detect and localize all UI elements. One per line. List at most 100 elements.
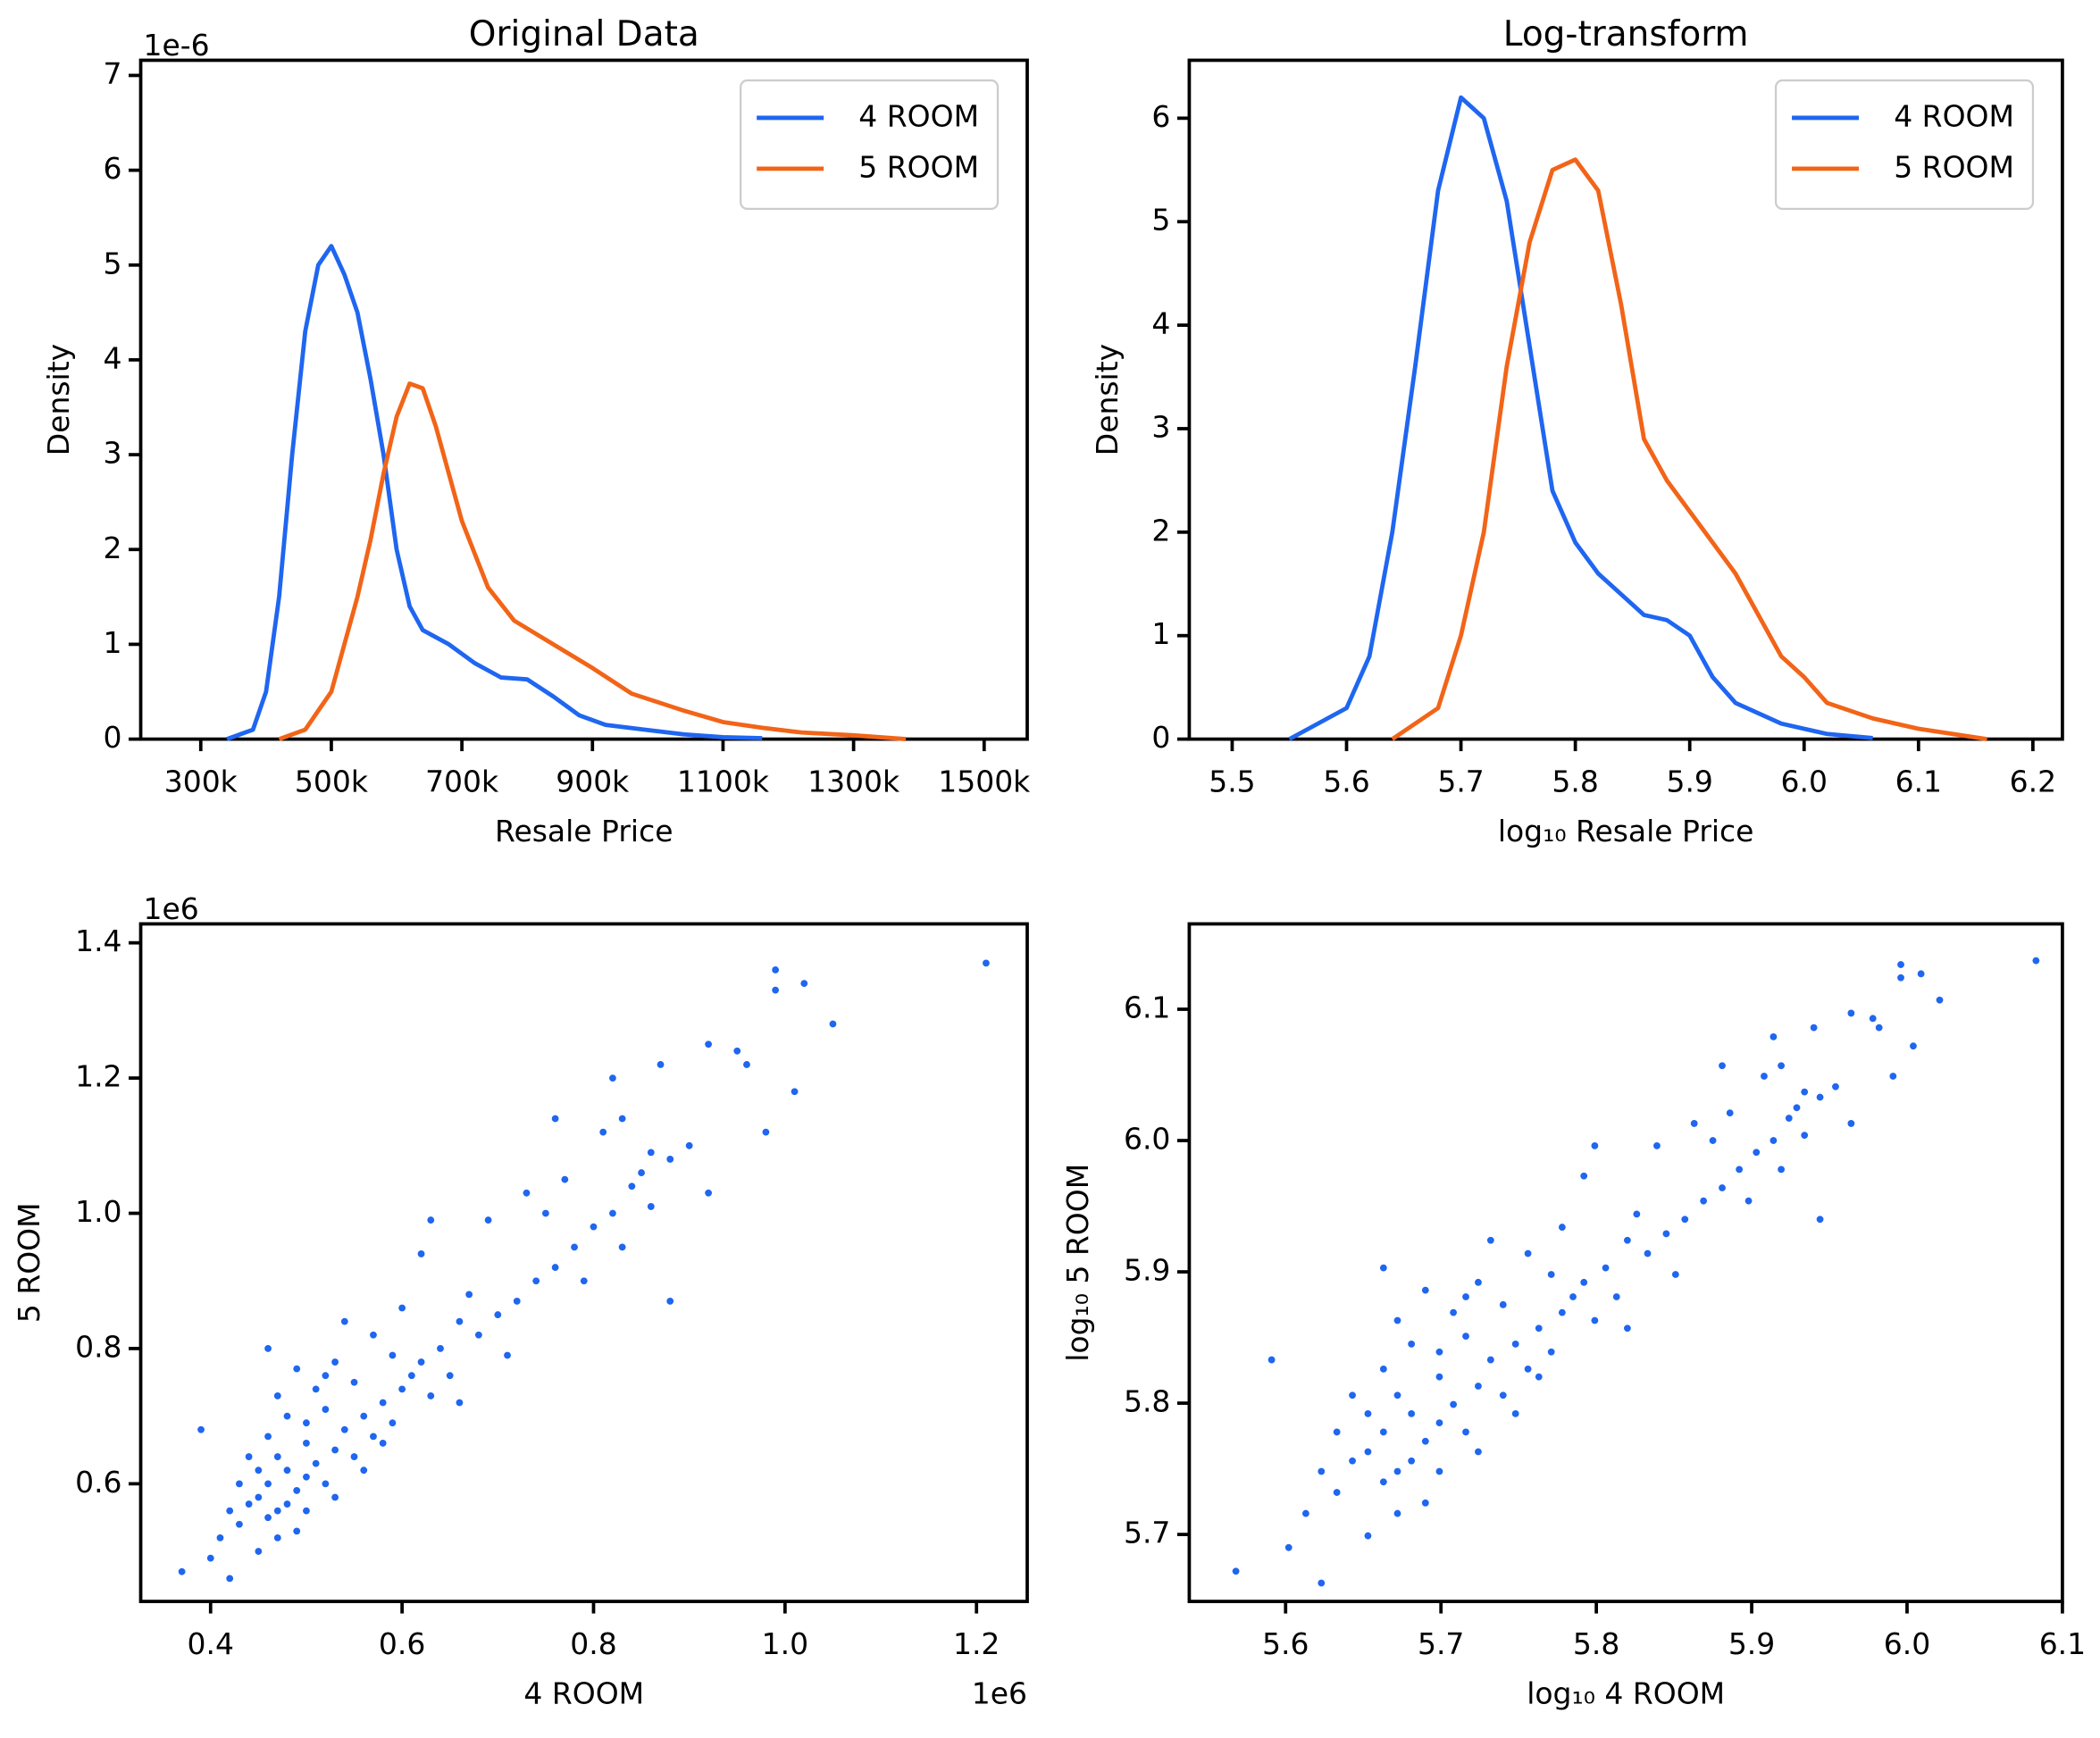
scatter-point	[762, 1128, 770, 1136]
legend-label: 4 ROOM	[1894, 98, 2014, 133]
scatter-point	[370, 1331, 377, 1339]
scatter-point	[1524, 1365, 1532, 1373]
scatter-point	[1435, 1467, 1443, 1475]
scatter-point	[1462, 1293, 1469, 1300]
scatter-point	[1633, 1210, 1641, 1218]
scatter-point	[1719, 1184, 1726, 1191]
scatter-point	[1486, 1356, 1494, 1364]
y-tick-label: 5.8	[1124, 1384, 1170, 1419]
scatter-point	[1875, 1024, 1883, 1032]
scatter-point	[1349, 1391, 1356, 1400]
scatter-point	[1349, 1457, 1356, 1465]
y-tick-label: 5	[1151, 203, 1170, 238]
scatter-point	[264, 1345, 272, 1352]
scatter-point	[1580, 1278, 1588, 1286]
scatter-point	[1662, 1230, 1670, 1238]
legend-box	[740, 79, 1000, 211]
scatter-point	[1690, 1120, 1698, 1127]
scatter-point	[379, 1399, 387, 1407]
scatter-point	[1462, 1428, 1469, 1436]
scatter-point	[1778, 1166, 1785, 1174]
x-axis-label: log₁₀ 4 ROOM	[1527, 1676, 1725, 1711]
scatter-point	[1753, 1149, 1761, 1157]
subplot: 5.5 5.6 5.7 5.8 5.9 6.0 6.1 6.2 0 1 2 3 4 5 6 Log-trans…	[1090, 14, 2064, 848]
scatter-point	[1801, 1132, 1809, 1140]
scatter-point	[360, 1466, 368, 1475]
scatter-point	[1832, 1082, 1839, 1090]
scatter-point	[551, 1115, 559, 1123]
y-axis-label: 5 ROOM	[12, 1202, 46, 1323]
legend-label: 4 ROOM	[858, 98, 979, 133]
scatter-point	[283, 1500, 291, 1508]
scatter-point	[1333, 1489, 1341, 1496]
scatter-point	[303, 1507, 310, 1515]
x-tick-label: 6.1	[1895, 765, 1942, 799]
scatter-point	[1869, 1015, 1877, 1023]
scatter-point	[561, 1175, 569, 1183]
scatter-point	[206, 1554, 214, 1562]
plot-frame	[138, 922, 1029, 1603]
scatter-point	[1475, 1383, 1482, 1390]
y-tick-label: 4	[104, 340, 122, 375]
x-tick-label: 5.9	[1728, 1626, 1775, 1661]
scatter-point	[322, 1480, 330, 1488]
scatter-point	[1499, 1391, 1507, 1400]
x-tick-label: 1300k	[807, 765, 899, 799]
x-tick-label: 5.6	[1262, 1626, 1309, 1661]
y-tick-label: 5	[104, 246, 122, 280]
y-tick-label: 6	[1151, 99, 1170, 134]
scatter-point	[551, 1264, 559, 1271]
x-tick-label: 6.0	[1884, 1626, 1930, 1661]
density-line	[278, 381, 907, 741]
scatter-point	[504, 1351, 511, 1359]
scatter-point	[456, 1317, 464, 1325]
scatter-point	[1364, 1532, 1372, 1540]
scatter-point	[1450, 1308, 1458, 1316]
y-tick-label: 1	[1151, 616, 1170, 651]
scatter-point	[1897, 961, 1904, 968]
scatter-point	[236, 1480, 243, 1488]
scatter-point	[283, 1466, 291, 1475]
scatter-point	[628, 1182, 636, 1191]
x-axis-label: Resale Price	[495, 814, 673, 848]
scatter-point	[255, 1548, 263, 1555]
scatter-point	[1558, 1224, 1566, 1231]
scatter-point	[609, 1209, 616, 1217]
scatter-point	[1624, 1236, 1631, 1244]
scatter-point	[1801, 1088, 1809, 1096]
scatter-point	[1333, 1428, 1341, 1436]
scatter-point	[255, 1466, 263, 1475]
y-offset-label: 1e-6	[144, 28, 210, 63]
scatter-point	[1379, 1365, 1387, 1373]
scatter-point	[647, 1149, 655, 1157]
x-tick-label: 500k	[295, 765, 368, 799]
scatter-point	[772, 986, 780, 994]
scatter-point	[360, 1412, 368, 1420]
scatter-point	[1889, 1073, 1897, 1080]
subplot: 300k 500k 700k 900k 1100k 1300k 1500k 0 1 2 3 4 5 6 7 O…	[41, 14, 1030, 848]
scatter-point	[1421, 1437, 1429, 1445]
scatter-point	[743, 1061, 750, 1068]
scatter-point	[733, 1047, 741, 1055]
scatter-point	[705, 1040, 713, 1049]
scatter-point	[303, 1473, 310, 1481]
scatter-point	[379, 1440, 387, 1447]
scatter-point	[523, 1189, 531, 1197]
x-tick-label: 5.6	[1323, 765, 1369, 799]
scatter-point	[1475, 1278, 1482, 1286]
scatter-point	[264, 1514, 272, 1522]
scatter-point	[389, 1351, 397, 1359]
scatter-point	[456, 1399, 464, 1407]
chart-title: Original Data	[469, 14, 699, 54]
scatter-point	[1408, 1409, 1416, 1417]
scatter-point	[657, 1061, 665, 1068]
scatter-point	[1580, 1172, 1588, 1180]
scatter-point	[1547, 1271, 1555, 1278]
scatter-point	[1936, 996, 1944, 1004]
scatter-point	[1435, 1348, 1443, 1356]
scatter-point	[1379, 1264, 1387, 1272]
scatter-point	[983, 959, 990, 967]
scatter-point	[427, 1216, 435, 1224]
scatter-point	[398, 1304, 406, 1312]
scatter-point	[226, 1575, 234, 1583]
